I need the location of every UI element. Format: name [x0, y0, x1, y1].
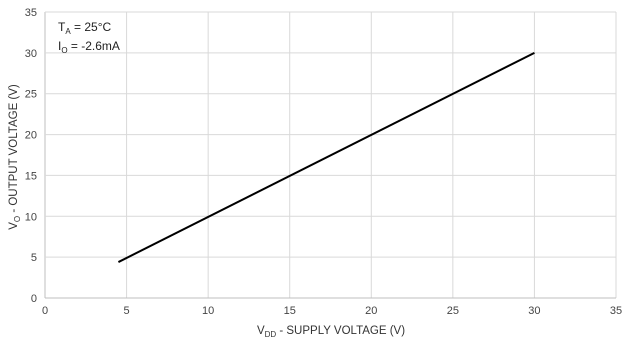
series-layer — [117, 51, 535, 263]
annotation-current-sub: O — [61, 46, 67, 55]
x-tick-label: 30 — [528, 305, 540, 317]
y-axis-label-main: V — [8, 222, 20, 230]
y-tick-label: 35 — [25, 7, 37, 19]
y-tick-label: 15 — [25, 170, 37, 182]
annotation-current-main: I — [58, 39, 61, 53]
annotation-temperature-sub: A — [65, 27, 71, 36]
x-tick-label: 20 — [365, 305, 377, 317]
annotation-current: IO = -2.6mA — [58, 39, 120, 55]
x-tick-label: 35 — [610, 305, 622, 317]
x-axis-label-sub: DD — [265, 330, 277, 339]
x-tick-label: 25 — [447, 305, 459, 317]
annotation-temperature-rest: = 25°C — [71, 20, 112, 34]
y-tick-label: 30 — [25, 48, 37, 60]
x-tick-label: 15 — [284, 305, 296, 317]
y-tick-label: 25 — [25, 89, 37, 101]
tick-labels: 0 5 10 15 20 25 30 35 0 5 10 15 20 25 30 35 — [25, 7, 622, 317]
x-tick-label: 5 — [124, 305, 130, 317]
grid — [44, 11, 617, 299]
series-line-0 — [117, 51, 535, 263]
annotation-temperature: TA = 25°C — [58, 20, 112, 36]
y-tick-label: 5 — [31, 252, 37, 264]
y-axis-label: VO - OUTPUT VOLTAGE (V) — [8, 84, 22, 230]
x-axis-label: VDD - SUPPLY VOLTAGE (V) — [257, 325, 405, 339]
y-axis-label-sub: O — [13, 216, 22, 222]
x-tick-label: 0 — [42, 305, 48, 317]
y-tick-label: 20 — [25, 130, 37, 142]
y-axis-label-rest: - OUTPUT VOLTAGE (V) — [8, 84, 20, 216]
x-axis-label-main: V — [257, 325, 265, 337]
annotation-temperature-main: T — [58, 20, 66, 34]
y-tick-label: 10 — [25, 211, 37, 223]
x-tick-label: 10 — [202, 305, 214, 317]
y-tick-label: 0 — [31, 293, 37, 305]
annotation-current-rest: = -2.6mA — [68, 39, 120, 53]
x-axis-label-rest: - SUPPLY VOLTAGE (V) — [276, 325, 405, 337]
